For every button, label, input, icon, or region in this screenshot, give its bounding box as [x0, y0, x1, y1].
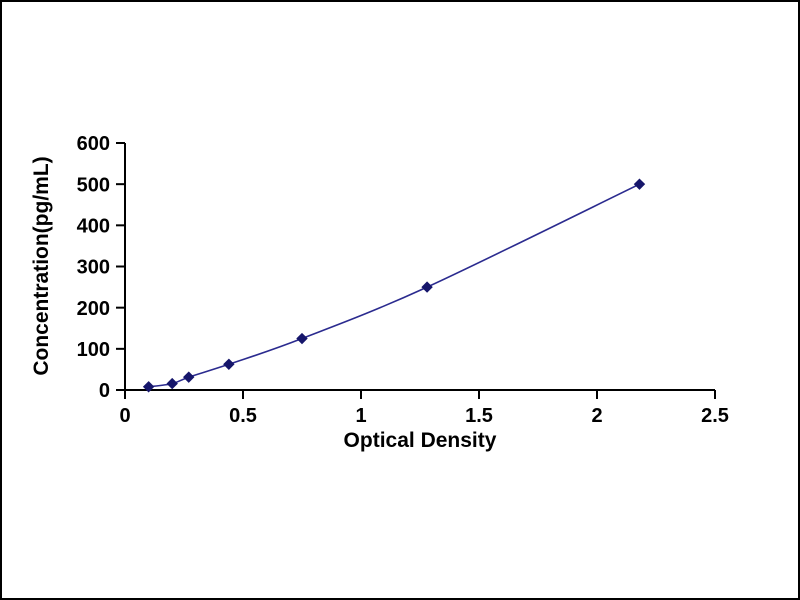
y-tick-label: 100	[77, 339, 110, 361]
y-tick-label: 400	[77, 216, 110, 238]
data-point-marker	[633, 178, 646, 190]
x-tick-label: 1.5	[465, 405, 493, 427]
plot-area: 0 100 200 300 400 500 600 0 0.5 1 1.5 2 2.5	[77, 133, 729, 427]
data-point-marker	[223, 358, 235, 370]
data-point-marker	[296, 332, 308, 345]
x-tick-label: 2.5	[701, 405, 729, 427]
x-axis-title: Optical Density	[344, 429, 497, 452]
data-point-marker	[142, 381, 155, 393]
y-tick-label: 600	[77, 133, 110, 155]
y-tick-label: 200	[77, 298, 110, 320]
data-point-marker	[183, 371, 195, 383]
y-tick-label: 500	[77, 174, 110, 196]
data-point-marker	[421, 281, 433, 293]
data-point-marker	[166, 377, 178, 390]
x-tick-label: 1	[355, 405, 366, 427]
x-tick-label: 0.5	[229, 405, 257, 427]
y-axis-title: Concentration(pg/mL)	[30, 156, 53, 375]
series-line	[148, 183, 640, 388]
x-tick-label: 2	[591, 405, 602, 427]
x-tick-label: 0	[119, 405, 130, 427]
y-tick-label: 300	[77, 257, 110, 279]
y-tick-label: 0	[99, 380, 110, 402]
